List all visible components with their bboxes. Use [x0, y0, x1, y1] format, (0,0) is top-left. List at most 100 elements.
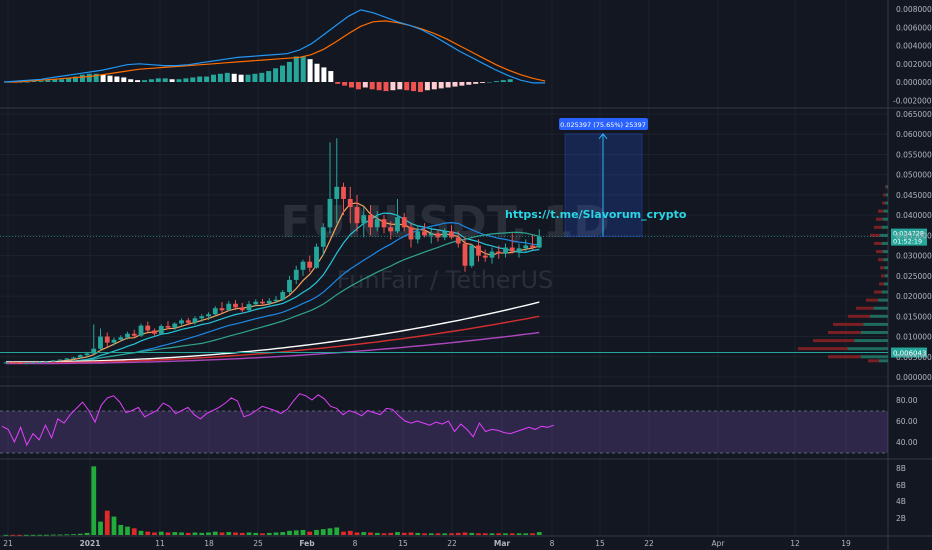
candle-body[interactable] — [111, 339, 117, 343]
candle-body[interactable] — [293, 269, 299, 280]
volume-bar — [334, 527, 340, 535]
candle-body[interactable] — [219, 308, 225, 311]
candle-body[interactable] — [50, 360, 56, 362]
candle-body[interactable] — [314, 246, 319, 268]
candle-body[interactable] — [388, 227, 394, 232]
macd-histogram-bar — [369, 82, 375, 90]
candle-body[interactable] — [428, 233, 434, 236]
candle-body[interactable] — [415, 231, 421, 240]
candle-body[interactable] — [449, 231, 454, 238]
candle-body[interactable] — [361, 215, 367, 224]
candle-body[interactable] — [347, 198, 353, 208]
measure-tool[interactable]: 0.025397 (75.65%) 25397 — [559, 118, 648, 238]
candle-body[interactable] — [395, 217, 400, 232]
profile-bar-sell — [878, 209, 884, 213]
candle-body[interactable] — [354, 207, 360, 224]
candle-body[interactable] — [368, 215, 373, 228]
candle-body[interactable] — [489, 251, 495, 258]
level-price-label: 0.006043 — [893, 350, 926, 358]
candle-body[interactable] — [64, 358, 70, 360]
candle-body[interactable] — [334, 186, 340, 199]
candle-body[interactable] — [516, 248, 522, 252]
candle-body[interactable] — [84, 353, 90, 356]
candle-body[interactable] — [158, 326, 164, 334]
candle-body[interactable] — [435, 233, 441, 238]
candle-body[interactable] — [165, 326, 171, 328]
candle-body[interactable] — [287, 279, 292, 293]
candle-body[interactable] — [536, 236, 542, 248]
candle-body[interactable] — [57, 359, 63, 361]
candle-body[interactable] — [10, 362, 16, 364]
candle-body[interactable] — [253, 301, 259, 305]
macd-pane[interactable] — [3, 9, 546, 93]
candle-body[interactable] — [422, 231, 427, 236]
candle-body[interactable] — [77, 355, 83, 358]
candle-body[interactable] — [482, 255, 488, 258]
candle-body[interactable] — [212, 308, 218, 315]
candle-body[interactable] — [37, 362, 43, 364]
candle-body[interactable] — [442, 231, 448, 238]
candle-body[interactable] — [266, 300, 272, 304]
candle-body[interactable] — [131, 333, 137, 336]
candle-body[interactable] — [523, 245, 529, 249]
candle-body[interactable] — [199, 316, 205, 319]
profile-bar-buy — [881, 290, 888, 294]
candle-body[interactable] — [23, 362, 29, 364]
candle-body[interactable] — [98, 336, 103, 349]
candle-body[interactable] — [91, 348, 97, 354]
candle-body[interactable] — [374, 219, 380, 228]
candle-body[interactable] — [476, 245, 481, 256]
candle-body[interactable] — [530, 245, 535, 248]
candle-body[interactable] — [3, 362, 9, 364]
candle-body[interactable] — [17, 362, 22, 364]
candle-body[interactable] — [239, 307, 245, 311]
macd-histogram-bar — [169, 79, 175, 82]
candle-body[interactable] — [273, 299, 279, 301]
macd-histogram-bar — [293, 56, 299, 82]
price-tick-label: 0.035000 — [896, 231, 932, 240]
watermark-name: FunFair / TetherUS — [337, 266, 554, 294]
candle-body[interactable] — [226, 303, 232, 311]
candle-body[interactable] — [381, 219, 387, 228]
candle-body[interactable] — [145, 325, 151, 331]
candle-body[interactable] — [300, 261, 306, 270]
candle-body[interactable] — [503, 247, 508, 254]
candle-body[interactable] — [469, 245, 475, 266]
candle-body[interactable] — [44, 361, 49, 363]
candlestick-series[interactable] — [3, 138, 542, 364]
candle-body[interactable] — [71, 357, 76, 359]
candle-body[interactable] — [118, 337, 124, 340]
candle-body[interactable] — [462, 243, 468, 266]
macd-histogram-bar — [411, 82, 417, 92]
candle-body[interactable] — [172, 323, 178, 328]
candle-body[interactable] — [401, 217, 407, 228]
volume-pane[interactable] — [3, 466, 542, 536]
candle-body[interactable] — [496, 251, 502, 254]
candle-body[interactable] — [125, 333, 130, 338]
candle-body[interactable] — [138, 325, 144, 336]
candle-body[interactable] — [30, 362, 36, 364]
candle-body[interactable] — [280, 292, 286, 300]
candle-body[interactable] — [206, 314, 211, 317]
candle-body[interactable] — [455, 237, 461, 244]
candle-body[interactable] — [341, 186, 346, 199]
candle-body[interactable] — [320, 227, 326, 247]
macd-histogram-bar — [38, 81, 44, 82]
candle-body[interactable] — [152, 330, 157, 334]
candle-body[interactable] — [179, 320, 184, 324]
candle-body[interactable] — [408, 227, 414, 240]
candle-body[interactable] — [185, 320, 191, 323]
candle-body[interactable] — [327, 198, 333, 228]
candle-body[interactable] — [260, 301, 265, 304]
telegram-link[interactable]: https://t.me/Slavorum_crypto — [505, 208, 687, 221]
candle-body[interactable] — [509, 247, 515, 252]
volume-bar — [536, 532, 542, 535]
candle-body[interactable] — [307, 261, 313, 268]
rsi-pane[interactable] — [0, 393, 888, 454]
candle-body[interactable] — [246, 304, 252, 311]
candle-body[interactable] — [104, 336, 110, 343]
candle-body[interactable] — [233, 303, 238, 308]
candle-body[interactable] — [192, 318, 198, 323]
